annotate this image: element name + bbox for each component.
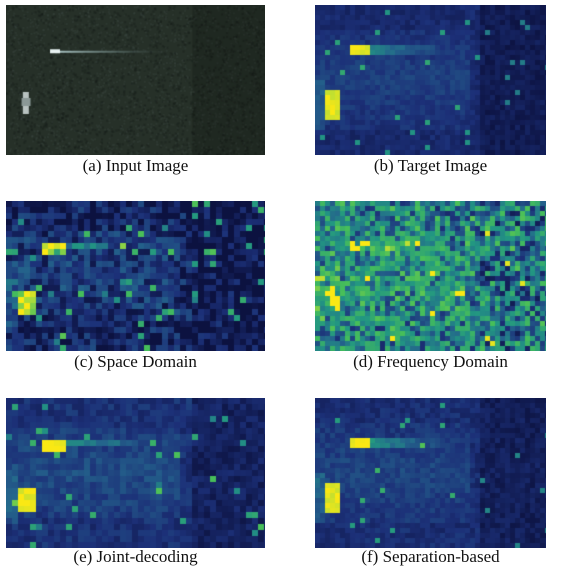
caption-input-image: (a) Input Image: [82, 156, 189, 175]
target-image-heatmap: [315, 5, 546, 155]
panel-separation-based: [315, 398, 546, 548]
space-domain-heatmap: [6, 201, 265, 351]
input-image: [6, 5, 265, 155]
panel-space-domain: [6, 201, 265, 351]
caption-target-image: (b) Target Image: [373, 156, 488, 175]
panel-target-image: [315, 5, 546, 155]
caption-space-domain: (c) Space Domain: [74, 352, 197, 371]
panel-frequency-domain: [315, 201, 546, 351]
caption-separation-based: (f) Separation-based: [361, 547, 500, 566]
separation-based-heatmap: [315, 398, 546, 548]
caption-frequency-domain: (d) Frequency Domain: [353, 352, 508, 371]
panel-input-image: [6, 5, 265, 155]
panel-joint-decoding: [6, 398, 265, 548]
frequency-domain-heatmap: [315, 201, 546, 351]
joint-decoding-heatmap: [6, 398, 265, 548]
caption-joint-decoding: (e) Joint-decoding: [73, 547, 198, 566]
